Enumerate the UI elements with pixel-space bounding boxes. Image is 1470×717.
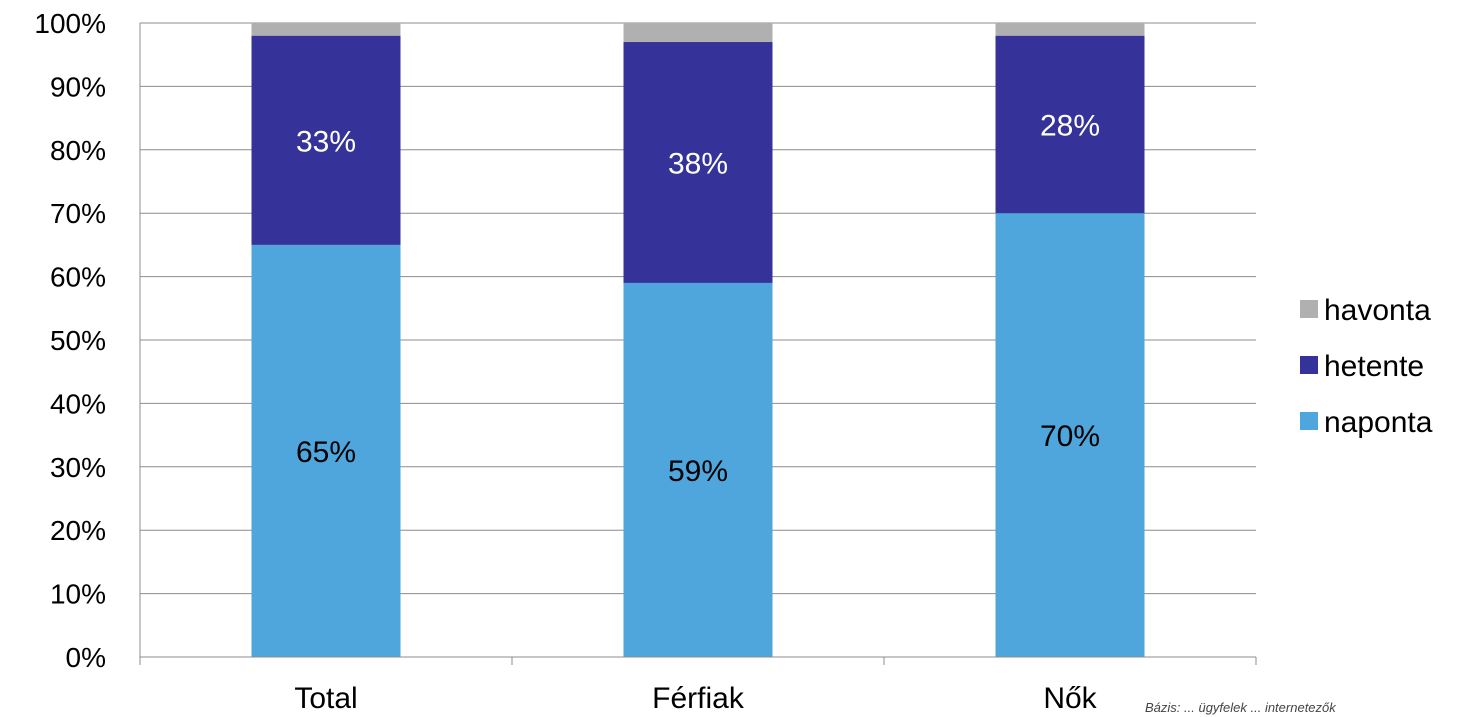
bar-segment-naponta	[251, 244, 401, 657]
y-tick-label: 0%	[66, 642, 106, 673]
y-tick-label: 50%	[50, 325, 106, 356]
bar-segment-hetente	[995, 35, 1145, 214]
bar-segment-havonta	[623, 23, 773, 43]
bar-segment-havonta	[995, 23, 1145, 36]
bar-segment-naponta	[623, 282, 773, 657]
legend-swatch-naponta	[1300, 412, 1318, 430]
legend-swatch-havonta	[1300, 300, 1318, 318]
footnote: Bázis: ... ügyfelek ... internetezők	[1145, 700, 1337, 715]
data-label: 33%	[296, 125, 356, 158]
bar-segment-havonta	[251, 23, 401, 36]
y-tick-label: 10%	[50, 579, 106, 610]
data-label: 65%	[296, 436, 356, 469]
x-tick-label: Total	[294, 682, 357, 715]
y-tick-label: 20%	[50, 515, 106, 546]
axes: 0% 10% 20% 30% 40% 50% 60% 70% 80% 90% 100% Total Fé…	[34, 8, 1257, 715]
y-tick-label: 30%	[50, 452, 106, 483]
bar-segment-hetente	[623, 42, 773, 283]
bar-segment-naponta	[995, 213, 1145, 657]
y-tick-label: 60%	[50, 262, 106, 293]
data-label: 38%	[668, 147, 728, 180]
data-label: 59%	[668, 455, 728, 488]
data-label: 28%	[1040, 109, 1100, 142]
legend-label: hetente	[1324, 350, 1424, 383]
bars: 65% 33% 59% 38% 70% 28%	[251, 23, 1145, 657]
y-tick-label: 80%	[50, 135, 106, 166]
legend-swatch-hetente	[1300, 356, 1318, 374]
y-tick-label: 40%	[50, 388, 106, 419]
y-tick-label: 100%	[34, 8, 106, 39]
x-tick-label: Férfiak	[652, 682, 745, 715]
x-tick-label: Nők	[1043, 682, 1097, 715]
legend-label: havonta	[1324, 294, 1431, 327]
legend-label: naponta	[1324, 406, 1433, 439]
y-tick-label: 70%	[50, 198, 106, 229]
data-label: 70%	[1040, 420, 1100, 453]
bar-segment-hetente	[251, 35, 401, 245]
legend: havonta hetente naponta	[1300, 294, 1433, 439]
y-tick-label: 90%	[50, 71, 106, 102]
